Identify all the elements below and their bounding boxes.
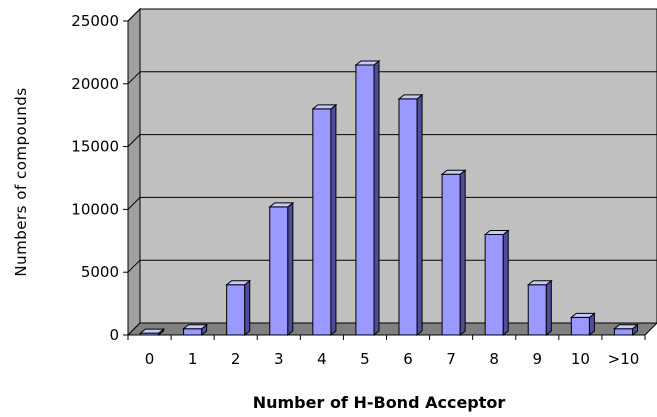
bar-top [182,324,209,330]
y-tick-label: 0 [109,326,119,344]
x-tick-label: >10 [608,350,640,368]
y-axis-label: Numbers of compounds [12,87,30,276]
bar-8 [483,229,510,337]
gridline-side [127,197,141,210]
x-axis: 0 1 2 3 4 5 6 7 8 9 10 >10 [127,334,646,368]
bar-front [355,64,375,336]
plot-side-wall [127,7,141,337]
y-tick-label: 10000 [71,200,119,218]
y-axis: 0 5000 10000 15000 20000 25000 [71,12,129,344]
bar-9 [526,279,553,337]
gridline-side [127,134,141,147]
bar-1 [182,323,209,337]
x-tick-label: 3 [274,350,284,368]
bar-front [398,98,418,336]
bar-top [526,280,553,286]
x-axis-label: Number of H-Bond Acceptor [253,393,506,412]
y-tick-label: 5000 [81,263,119,281]
bar-front [613,328,634,336]
y-tick-label: 20000 [71,75,119,93]
bar-top [612,324,639,330]
bar-3 [268,201,295,337]
bar-top [268,202,295,208]
bar-0 [139,328,166,337]
bar-top [311,104,338,110]
gridline-side [127,259,141,273]
bar-front [183,328,203,336]
x-tick-label: 8 [489,350,499,368]
gridline-side [127,71,141,85]
x-tick-label: 1 [188,350,198,368]
bar-top [397,94,424,100]
y-tick-label: 15000 [71,138,119,156]
bars [139,59,639,337]
bar-side [459,169,466,337]
x-tick-label: 9 [533,350,543,368]
bar-side [287,201,294,337]
bar-5 [354,59,381,337]
x-tick-label: 0 [145,350,155,368]
x-tick-label: 7 [446,350,456,368]
bar-front [484,234,504,336]
bar-top [225,280,252,286]
bar-top [354,60,381,66]
bar-front [312,108,332,336]
bar-front [570,316,590,336]
bar-side [502,229,509,337]
bar-2 [225,279,252,337]
bar-side [244,279,251,337]
x-tick-label: 2 [231,350,241,368]
bar-top [139,328,166,334]
bar-front [527,284,547,336]
y-tick-label: 25000 [71,12,119,30]
gridline-side [127,8,141,22]
x-tick-label: 5 [360,350,370,368]
bar-front [441,173,461,336]
plot-area [126,7,657,337]
x-tick-label: 10 [571,350,590,368]
bar-10 [569,312,596,337]
bar-side [330,103,337,337]
bar-side [416,93,423,337]
x-tick-label: 4 [317,350,327,368]
bar-side [373,59,380,337]
bar-top [483,230,510,236]
bar-front [226,284,246,336]
x-tick-label: 6 [403,350,413,368]
bar-top [440,169,467,175]
bar-7 [440,169,467,337]
bar-side [545,279,552,337]
bar->10 [612,323,639,337]
bar-4 [311,103,338,337]
bar-6 [397,93,424,337]
bar-front [269,206,289,336]
bar-top [569,312,596,318]
